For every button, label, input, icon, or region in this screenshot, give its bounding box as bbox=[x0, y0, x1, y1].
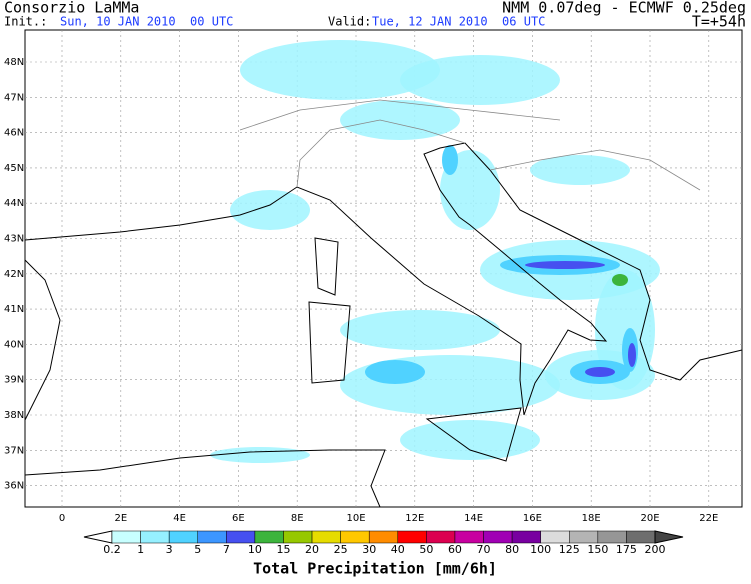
lon-label: 2E bbox=[114, 513, 127, 524]
colorbar-swatch bbox=[197, 530, 227, 544]
colorbar-label: 10 bbox=[248, 543, 262, 556]
colorbar-label: 3 bbox=[166, 543, 173, 556]
precipitation bbox=[210, 40, 660, 463]
colorbar-label: 25 bbox=[334, 543, 348, 556]
lon-label: 18E bbox=[582, 513, 601, 524]
lat-label: 37N bbox=[4, 445, 24, 456]
colorbar-label: 175 bbox=[616, 543, 637, 556]
colorbar-label: 1 bbox=[137, 543, 144, 556]
colorbar-swatch bbox=[626, 530, 656, 544]
colorbar-label: 200 bbox=[645, 543, 666, 556]
lat-label: 40N bbox=[4, 339, 24, 350]
colorbar-swatch bbox=[368, 530, 399, 544]
lon-label: 0 bbox=[59, 513, 65, 524]
init-label: Init.: bbox=[4, 15, 47, 29]
colorbar-swatch bbox=[254, 530, 284, 544]
lat-label: 38N bbox=[4, 410, 24, 421]
colorbar-label: 40 bbox=[391, 543, 405, 556]
colorbar: 0.2 1 3 5 7 10 15 20 25 30 40 50 60 70 80 100 125 150 175 2… bbox=[83, 530, 684, 556]
lat-label: 45N bbox=[4, 163, 24, 174]
colorbar-swatch bbox=[226, 530, 256, 544]
forecast-step: T=+54h bbox=[692, 13, 746, 31]
lat-label: 42N bbox=[4, 269, 24, 280]
colorbar-label: 50 bbox=[419, 543, 433, 556]
colorbar-swatch bbox=[283, 530, 313, 544]
lat-label: 39N bbox=[4, 375, 24, 386]
colorbar-swatch bbox=[311, 530, 341, 544]
colorbar-label: 125 bbox=[559, 543, 580, 556]
lat-label: 46N bbox=[4, 128, 24, 139]
colorbar-swatch bbox=[397, 530, 427, 544]
colorbar-label: 20 bbox=[305, 543, 319, 556]
colorbar-swatch bbox=[454, 530, 484, 544]
lon-label: 6E bbox=[232, 513, 245, 524]
colorbar-label: 5 bbox=[194, 543, 201, 556]
colorbar-swatch bbox=[483, 530, 513, 544]
title: Consorzio LaMMa bbox=[4, 0, 139, 17]
colorbar-swatch bbox=[340, 530, 370, 544]
lon-label: 10E bbox=[346, 513, 365, 524]
colorbar-swatch bbox=[511, 530, 541, 544]
lon-label: 14E bbox=[464, 513, 483, 524]
colorbar-arrow-low bbox=[83, 530, 113, 544]
init-time: Sun, 10 JAN 2010 00 UTC bbox=[60, 15, 233, 29]
colorbar-swatch bbox=[569, 530, 599, 544]
lat-label: 44N bbox=[4, 198, 24, 209]
colorbar-swatch bbox=[168, 530, 198, 544]
lon-label: 16E bbox=[523, 513, 542, 524]
valid-time: Tue, 12 JAN 2010 06 UTC bbox=[372, 15, 545, 29]
colorbar-swatch bbox=[140, 530, 170, 544]
lon-label: 20E bbox=[640, 513, 659, 524]
colorbar-swatch bbox=[111, 530, 141, 544]
colorbar-swatch bbox=[540, 530, 570, 544]
colorbar-title: Total Precipitation [mm/6h] bbox=[253, 560, 497, 578]
colorbar-label: 0.2 bbox=[103, 543, 121, 556]
coastlines bbox=[24, 142, 743, 508]
valid-label: Valid: bbox=[328, 15, 371, 29]
colorbar-label: 60 bbox=[448, 543, 462, 556]
colorbar-arrow-high bbox=[654, 530, 684, 544]
colorbar-label: 70 bbox=[477, 543, 491, 556]
colorbar-label: 7 bbox=[223, 543, 230, 556]
graticule: 48N 47N 46N 45N 44N 43N 42N 41N 40N 39N 38N 37N 36N 0… bbox=[4, 30, 742, 524]
lat-label: 41N bbox=[4, 304, 24, 315]
colorbar-label: 15 bbox=[276, 543, 290, 556]
lon-label: 22E bbox=[699, 513, 718, 524]
colorbar-label: 80 bbox=[505, 543, 519, 556]
colorbar-label: 100 bbox=[530, 543, 551, 556]
colorbar-swatch bbox=[426, 530, 456, 544]
lat-label: 43N bbox=[4, 234, 24, 245]
colorbar-label: 150 bbox=[587, 543, 608, 556]
colorbar-swatch bbox=[597, 530, 627, 544]
model-info: NMM 0.07deg - ECMWF 0.25deg bbox=[502, 0, 746, 17]
lon-label: 8E bbox=[291, 513, 304, 524]
lon-label: 4E bbox=[173, 513, 186, 524]
lat-label: 47N bbox=[4, 92, 24, 103]
lat-label: 48N bbox=[4, 57, 24, 68]
colorbar-label: 30 bbox=[362, 543, 376, 556]
borders bbox=[239, 99, 701, 191]
lat-label: 36N bbox=[4, 481, 24, 492]
lon-label: 12E bbox=[405, 513, 424, 524]
